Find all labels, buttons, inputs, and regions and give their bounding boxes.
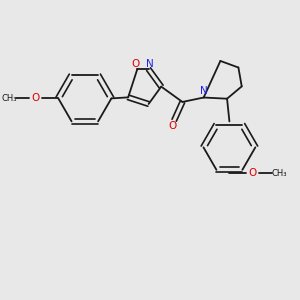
Text: O: O bbox=[169, 121, 177, 131]
Text: O: O bbox=[248, 168, 256, 178]
Text: O: O bbox=[132, 59, 140, 69]
Text: CH₃: CH₃ bbox=[272, 169, 287, 178]
Text: N: N bbox=[146, 59, 154, 69]
Text: CH₃: CH₃ bbox=[2, 94, 17, 103]
Text: N: N bbox=[200, 86, 208, 96]
Text: O: O bbox=[32, 93, 40, 103]
